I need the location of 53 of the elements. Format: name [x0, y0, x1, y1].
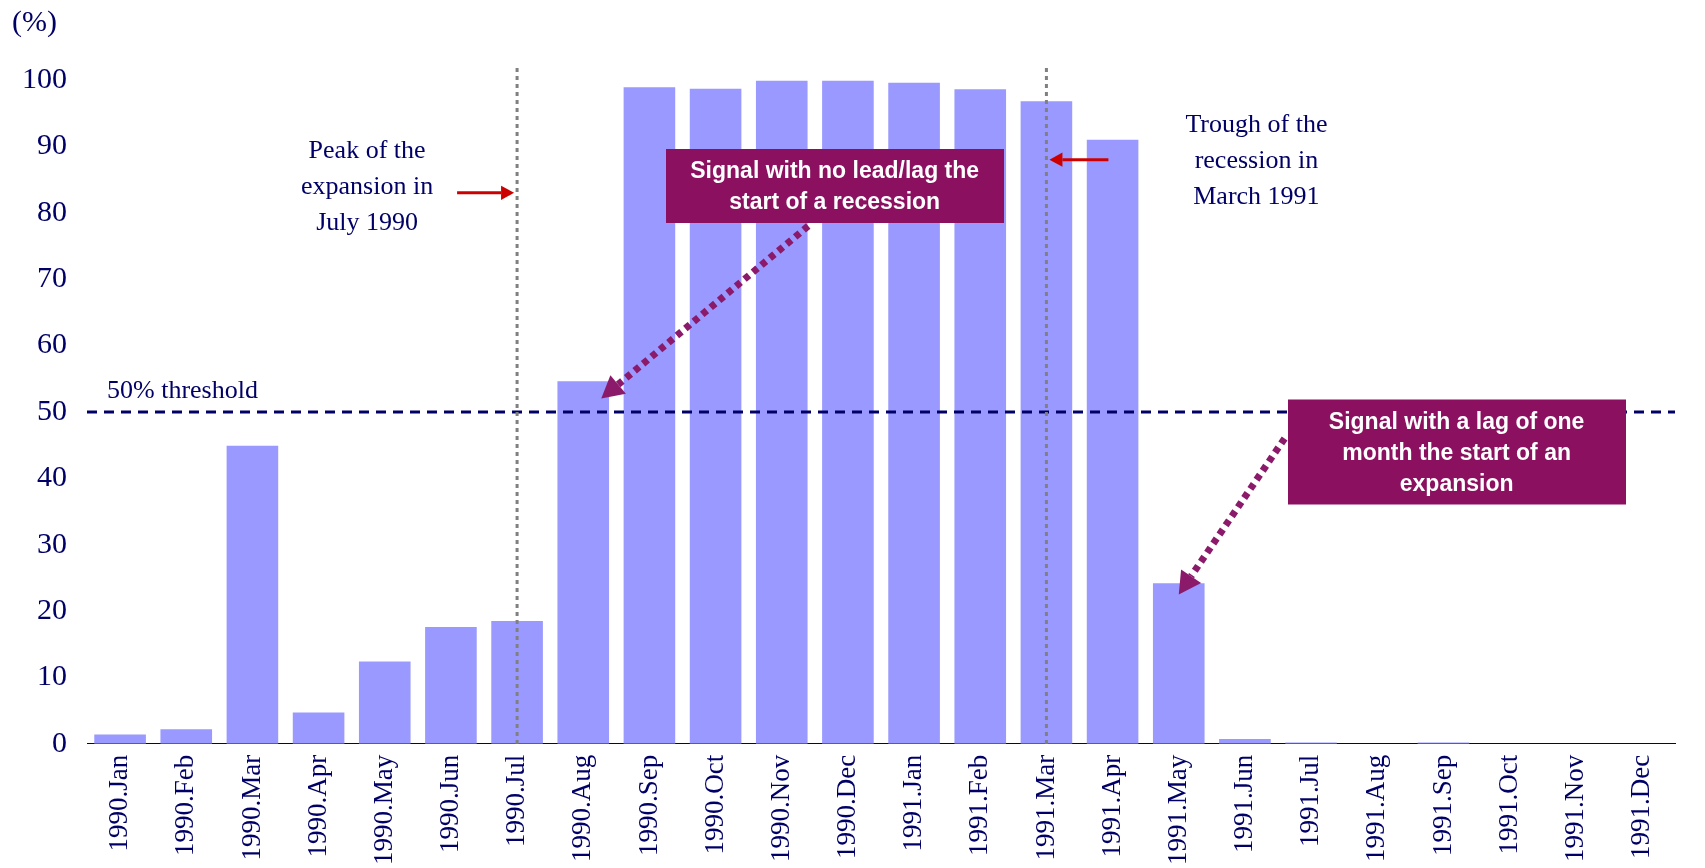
y-tick-label: 10: [37, 658, 67, 692]
x-tick-label: 1990.Oct: [698, 754, 729, 855]
x-tick-label: 1990.Jul: [500, 754, 531, 848]
x-tick-label: 1991.Mar: [1029, 754, 1060, 861]
bar: [292, 712, 345, 744]
y-tick-label: 30: [37, 525, 67, 559]
x-tick-label: 1991.Aug: [1360, 754, 1391, 863]
bar: [358, 661, 411, 744]
x-tick-label: 1991.Apr: [1095, 754, 1126, 858]
bar: [1020, 101, 1073, 744]
y-tick-label: 60: [37, 326, 67, 360]
annotation: Trough of the recession in March 1991: [1184, 107, 1329, 212]
x-tick-label: 1991.Nov: [1558, 754, 1589, 863]
x-tick-label: 1991.Feb: [963, 754, 994, 857]
y-tick-label: 50: [37, 392, 67, 426]
bar: [557, 381, 610, 744]
y-tick-label: 90: [37, 127, 67, 161]
y-tick-label: 20: [37, 591, 67, 625]
x-tick-label: 1990.Jun: [434, 754, 465, 854]
y-tick-label: 100: [22, 60, 67, 94]
x-tick-label: 1991.Sep: [1426, 754, 1457, 857]
x-tick-label: 1991.Jul: [1294, 754, 1325, 848]
bar: [94, 734, 146, 744]
x-tick-label: 1990.Dec: [831, 754, 862, 859]
x-tick-label: 1990.Aug: [566, 754, 597, 863]
x-tick-label: 1991.Dec: [1625, 754, 1656, 859]
x-tick-label: 1990.Nov: [764, 754, 795, 863]
y-tick-label: 0: [52, 724, 67, 758]
ref-line-label: 50% threshold: [107, 374, 258, 404]
bar: [1152, 583, 1205, 744]
x-tick-label: 1991.Jun: [1228, 754, 1259, 854]
x-tick-label: 1990.May: [367, 754, 398, 866]
y-tick-label: 80: [37, 193, 67, 227]
x-tick-label: 1991.Oct: [1492, 754, 1523, 855]
callout-box: Signal with no lead/lag the start of a recession: [665, 149, 1004, 224]
x-tick-label: 1990.Jan: [103, 754, 134, 852]
bar: [160, 729, 213, 744]
y-tick-label: 70: [37, 260, 67, 293]
annotation: Peak of the expansion in July 1990: [300, 134, 435, 239]
x-tick-label: 1991.May: [1161, 754, 1192, 866]
bar: [226, 445, 279, 744]
bar: [425, 626, 477, 744]
bar: [623, 87, 676, 744]
bar: [491, 620, 543, 744]
y-tick-label: 40: [37, 459, 67, 493]
y-axis-title: (%): [12, 3, 57, 38]
bar: [1086, 139, 1139, 744]
x-tick-label: 1990.Mar: [235, 754, 266, 861]
x-tick-label: 1991.Jan: [897, 754, 928, 852]
x-tick-label: 1990.Sep: [632, 754, 663, 857]
x-tick-label: 1990.Feb: [169, 754, 200, 857]
callout-box: Signal with a lag of one month the start of an expansion: [1287, 399, 1626, 505]
x-tick-label: 1990.Apr: [301, 754, 332, 858]
